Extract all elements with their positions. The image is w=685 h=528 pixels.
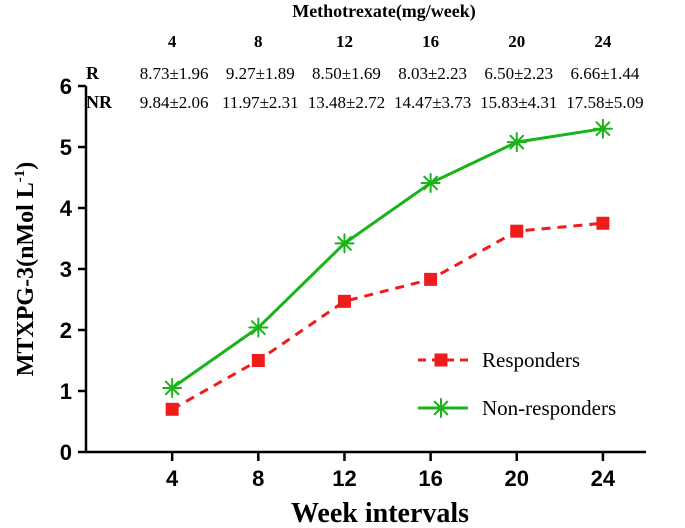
series-line-responders <box>171 221 604 411</box>
point-responders-24 <box>596 216 610 230</box>
point-non-responders-16 <box>420 172 441 193</box>
x-tick-label-12: 12 <box>332 466 356 491</box>
dose-value-r-16: 8.03±2.23 <box>398 64 467 83</box>
y-tick-label-1: 1 <box>60 379 72 404</box>
dose-value-nr-4: 9.84±2.06 <box>140 93 209 112</box>
dose-value-nr-24: 17.58±5.09 <box>566 93 643 112</box>
x-tick-label-8: 8 <box>252 466 264 491</box>
x-ticks: 4 8 12 16 20 24 <box>166 452 616 491</box>
dose-header-16: 16 <box>422 32 439 51</box>
dose-header-20: 20 <box>508 32 525 51</box>
point-responders-16 <box>424 272 438 286</box>
dose-value-nr-16: 14.47±3.73 <box>394 93 471 112</box>
y-tick-label-2: 2 <box>60 318 72 343</box>
y-tick-label-3: 3 <box>60 257 72 282</box>
legend-marker-non-responders <box>431 398 451 418</box>
x-tick-label-24: 24 <box>591 466 616 491</box>
point-responders-12 <box>337 294 351 308</box>
dose-value-nr-12: 13.48±2.72 <box>308 93 385 112</box>
x-tick-label-4: 4 <box>166 466 179 491</box>
point-non-responders-20 <box>506 132 527 153</box>
series-layer <box>162 118 613 416</box>
y-tick-label-4: 4 <box>60 196 73 221</box>
y-ticks: 0 1 2 3 4 5 6 <box>60 74 86 465</box>
dose-row-label-nr: NR <box>86 92 113 112</box>
point-responders-20 <box>510 224 524 238</box>
dose-table: 4 8 12 16 20 24 R 8.73±1.96 9.27±1.89 8.50±1.69 8.… <box>86 32 644 112</box>
dose-value-nr-20: 15.83±4.31 <box>480 93 557 112</box>
x-axis-label: Week intervals <box>291 498 469 528</box>
dose-value-nr-8: 11.97±2.31 <box>222 93 299 112</box>
legend: Responders Non-responders <box>418 348 616 420</box>
point-responders-4 <box>165 402 179 416</box>
dose-header-12: 12 <box>336 32 353 51</box>
point-non-responders-16-stroke <box>423 175 438 191</box>
y-axis-label-superscript: -1 <box>12 170 28 183</box>
point-non-responders-24 <box>592 118 613 139</box>
y-tick-label-0: 0 <box>60 440 72 465</box>
x-tick-label-20: 20 <box>505 466 529 491</box>
series-line-non-responders <box>171 127 604 390</box>
point-non-responders-8 <box>248 317 269 338</box>
point-non-responders-20-stroke <box>509 134 525 150</box>
chart-title: Methotrexate(mg/week) <box>292 1 476 22</box>
dose-value-r-8: 9.27±1.89 <box>226 64 295 83</box>
point-non-responders-12 <box>334 233 355 254</box>
dose-header-8: 8 <box>254 32 263 51</box>
point-non-responders-12-stroke <box>337 236 352 251</box>
legend-label-responders: Responders <box>482 348 580 372</box>
point-non-responders-4-stroke <box>164 380 180 396</box>
y-tick-label-5: 5 <box>60 135 72 160</box>
dose-value-r-24: 6.66±1.44 <box>571 64 640 83</box>
dose-value-r-20: 6.50±2.23 <box>484 64 553 83</box>
x-tick-label-16: 16 <box>418 466 442 491</box>
y-axis-label: MTXPG-3(nMol L-1) <box>12 162 39 376</box>
dose-header-24: 24 <box>594 32 612 51</box>
point-non-responders-8-stroke <box>250 320 266 335</box>
legend-label-non-responders: Non-responders <box>482 396 616 420</box>
dose-value-r-12: 8.50±1.69 <box>312 64 381 83</box>
legend-marker-non-responders-stroke <box>433 400 449 416</box>
dose-row-label-r: R <box>86 63 100 83</box>
dose-header-4: 4 <box>168 32 177 51</box>
point-non-responders-4 <box>162 377 183 398</box>
point-non-responders-24-stroke <box>595 121 611 137</box>
dose-value-r-4: 8.73±1.96 <box>140 64 209 83</box>
y-tick-label-6: 6 <box>60 74 72 99</box>
point-responders-8 <box>251 354 265 367</box>
legend-marker-responders <box>434 353 448 367</box>
